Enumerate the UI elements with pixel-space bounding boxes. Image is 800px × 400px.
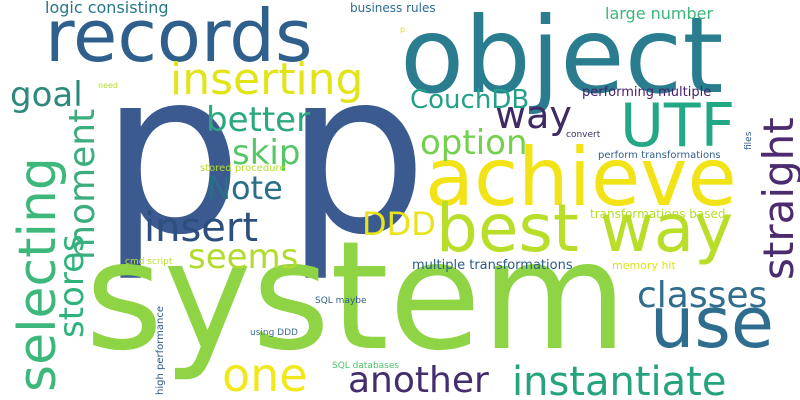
word-logic-consisting: logic consisting [45, 0, 169, 17]
word-instantiate: instantiate [512, 359, 727, 400]
word-records: records [45, 0, 313, 78]
word-large-number: large number [605, 4, 714, 23]
word-option: option [420, 123, 528, 163]
word-note: Note [207, 169, 283, 207]
word-ddd: DDD [362, 205, 436, 243]
word-perform-transformations: perform transformations [598, 150, 721, 161]
word-p-large-2: p [285, 23, 428, 285]
word-stored-procedure: stored procedure [200, 163, 286, 174]
word-transformations-based: transformations based [590, 207, 726, 221]
word-utf: UTF [620, 91, 736, 161]
word-system: system [85, 210, 628, 384]
word-using-ddd: using DDD [250, 328, 298, 338]
word-inserting: inserting [170, 54, 364, 105]
word-use: use [650, 282, 774, 364]
word-classes: classes [637, 275, 768, 316]
word-business-rules: business rules [350, 1, 436, 15]
word-better: better [206, 100, 311, 140]
word-convert: convert [566, 130, 601, 140]
word-achieve: achieve [425, 131, 737, 224]
word-cmd-script: cmd script [125, 257, 173, 267]
word-insert: insert [144, 205, 259, 251]
word-one: one [222, 348, 308, 400]
word-p-small: p [400, 25, 406, 34]
word-object: object [400, 0, 724, 117]
word-memory-hit: memory hit [612, 259, 676, 272]
word-goal: goal [10, 75, 83, 115]
word-best-way: best way [436, 190, 734, 267]
word-couchdb: CouchDB [410, 85, 530, 115]
word-way: way [495, 93, 572, 137]
word-high-performance: high performance [155, 305, 166, 395]
word-skip: skip [232, 133, 301, 173]
word-multiple-transformations: multiple transformations [412, 258, 573, 273]
word-performing-multiple: performing multiple [582, 85, 712, 100]
word-stores: stores [52, 234, 92, 338]
word-sql-databases: SQL databases [332, 361, 400, 371]
word-straight: straight [754, 117, 800, 280]
word-sql-maybe: SQL maybe [315, 296, 367, 306]
word-seems: seems [188, 237, 299, 277]
word-p-large-1: p [100, 23, 243, 285]
word-another: another [348, 360, 489, 400]
word-files: files [744, 131, 754, 150]
word-need: need [98, 81, 118, 90]
